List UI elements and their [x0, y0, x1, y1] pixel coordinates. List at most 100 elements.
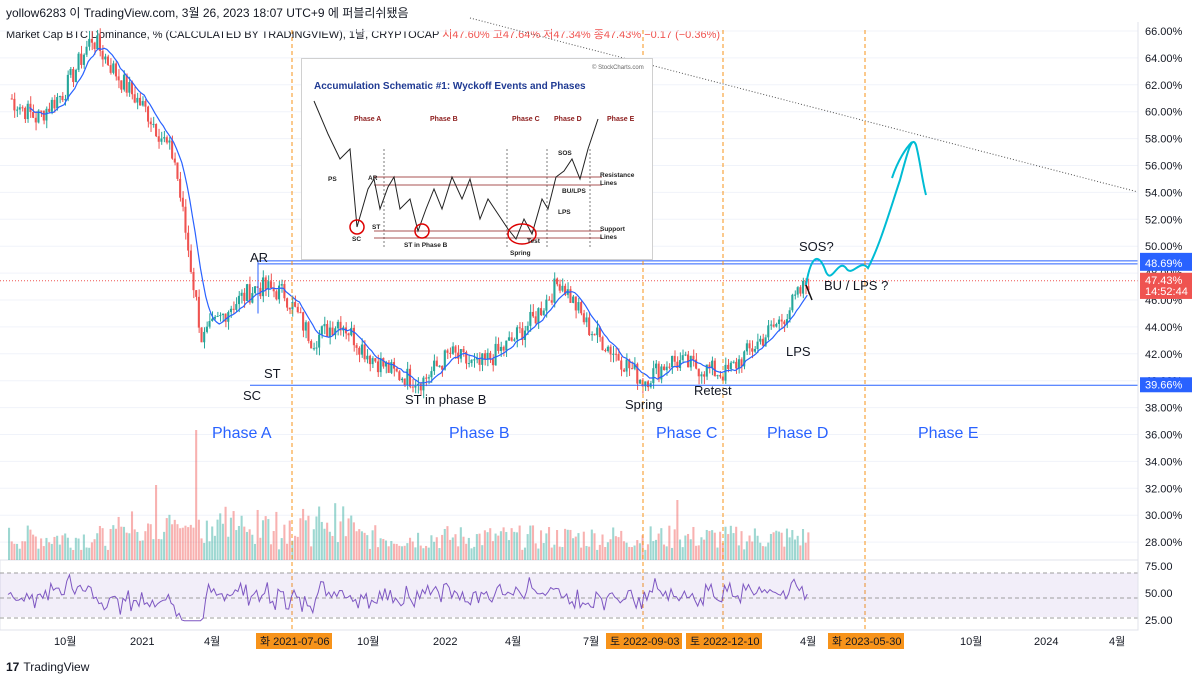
candle-body	[441, 365, 444, 370]
candle-body	[443, 350, 446, 370]
candle-body	[326, 323, 329, 338]
candle-body	[668, 366, 671, 368]
price-tick-label: 56.00%	[1145, 161, 1183, 173]
candle-body	[184, 206, 187, 233]
candle-body	[489, 352, 492, 360]
volume-bar	[550, 547, 553, 560]
candle-body	[505, 340, 508, 351]
volume-bar	[40, 538, 43, 560]
candle-body	[138, 97, 142, 106]
volume-bar	[122, 526, 126, 560]
candle-body	[240, 292, 243, 296]
date-tag-label: 토 2022-12-10	[690, 636, 759, 648]
candle-body	[430, 371, 433, 378]
candle-body	[387, 362, 390, 373]
candle-body	[550, 300, 553, 303]
candle-body	[427, 377, 430, 379]
candle-body	[612, 353, 615, 355]
volume-bar	[697, 545, 700, 560]
volume-bar	[181, 527, 184, 560]
rising-wedge-line	[805, 284, 813, 301]
volume-bar	[791, 530, 794, 560]
moving-average-line	[29, 47, 808, 384]
volume-bar	[392, 543, 396, 560]
candle-body	[232, 308, 235, 310]
inset-label-st-phase-b: ST in Phase B	[404, 242, 448, 249]
candle-body	[117, 76, 120, 81]
candle-body	[37, 110, 40, 123]
annotation-st: ST	[264, 366, 281, 381]
candle-body	[785, 319, 789, 325]
price-tick-label: 36.00%	[1145, 430, 1183, 442]
candle-body	[66, 74, 69, 100]
candle-body	[163, 137, 166, 139]
candle-body	[147, 106, 150, 122]
volume-bar	[13, 543, 16, 560]
candle-body	[72, 68, 75, 83]
volume-bar	[197, 519, 200, 560]
candle-body	[577, 302, 580, 311]
candle-body	[582, 313, 585, 323]
candle-body	[598, 327, 601, 338]
volume-bar	[513, 531, 516, 560]
candle-body	[315, 347, 318, 349]
candle-body	[275, 291, 278, 300]
volume-bar	[184, 525, 187, 560]
volume-bar	[625, 542, 628, 560]
candle-body	[21, 107, 24, 109]
descending-trendline	[469, 17, 1139, 193]
volume-bar	[606, 542, 609, 560]
candle-body	[745, 343, 748, 352]
volume-bar	[622, 541, 625, 560]
candle-body	[593, 334, 596, 336]
volume-bar	[590, 529, 593, 560]
candle-body	[334, 328, 337, 336]
phase-label: Phase E	[918, 425, 978, 442]
rsi-tick-label: 50.00	[1145, 588, 1173, 600]
volume-bar	[523, 547, 527, 560]
volume-bar	[155, 485, 158, 560]
candle-body	[801, 280, 805, 294]
volume-bar	[98, 525, 101, 560]
candle-body	[34, 117, 37, 123]
volume-bar	[417, 532, 420, 560]
volume-bar	[251, 534, 254, 560]
candle-body	[799, 287, 802, 294]
ohlc-close: 종47.43%	[593, 29, 642, 41]
volume-bar	[37, 548, 40, 560]
volume-bar	[280, 538, 283, 560]
inset-label-sc: SC	[352, 236, 361, 243]
volume-bar	[104, 545, 107, 560]
candle-body	[358, 347, 361, 355]
candle-body	[360, 344, 363, 355]
volume-bar	[16, 543, 19, 560]
candle-body	[98, 35, 101, 51]
candle-body	[114, 63, 118, 77]
candle-body	[700, 374, 703, 377]
volume-bar	[173, 519, 176, 560]
inset-phase-label: Phase A	[354, 116, 381, 123]
price-tick-label: 52.00%	[1145, 214, 1183, 226]
inset-label-ar: AR	[368, 175, 378, 182]
candle-body	[721, 376, 724, 381]
volume-bar	[387, 546, 390, 560]
volume-bar	[53, 536, 56, 560]
candle-body	[133, 94, 136, 103]
tradingview-brand: 17 TradingView	[6, 660, 89, 674]
volume-bar	[165, 518, 168, 560]
candle-body	[141, 101, 144, 106]
candle-body	[646, 381, 649, 388]
volume-bar	[192, 527, 195, 560]
volume-bar	[430, 535, 433, 560]
candle-body	[144, 101, 147, 107]
price-tick-label: 60.00%	[1145, 107, 1183, 119]
volume-bar	[521, 549, 524, 560]
candle-body	[93, 42, 96, 50]
price-tick-label: 62.00%	[1145, 80, 1183, 92]
annotation-spring: Spring	[625, 397, 663, 412]
candle-body	[719, 375, 722, 377]
candle-body	[446, 350, 449, 353]
candle-body	[171, 140, 174, 159]
volume-bar	[90, 542, 93, 560]
